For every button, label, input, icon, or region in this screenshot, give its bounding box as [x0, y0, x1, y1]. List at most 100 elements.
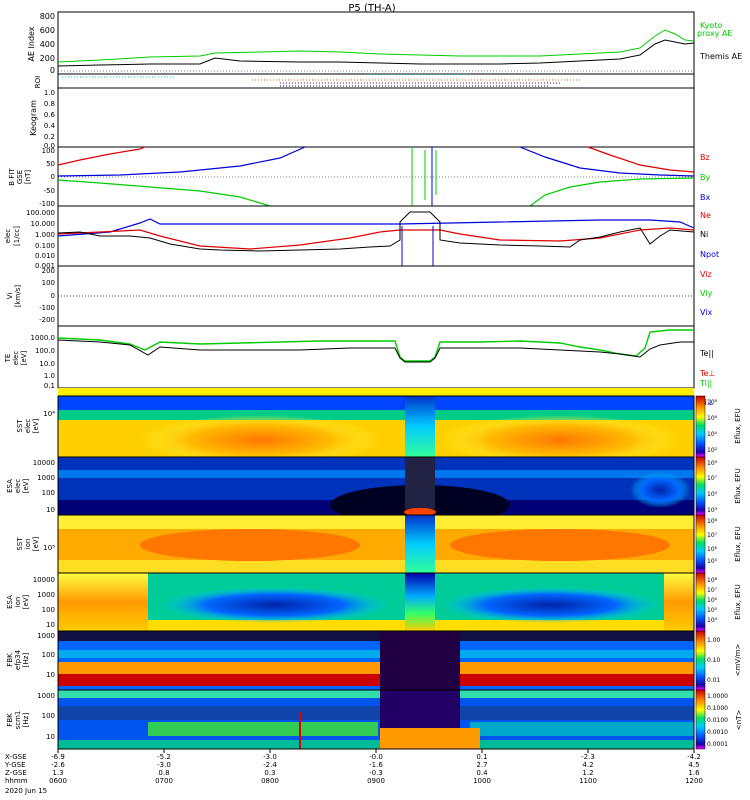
colorbar [695, 456, 706, 516]
cbar-label: Eflux, EFU [734, 526, 742, 561]
spec-esa-i-ylabel: ion [14, 597, 22, 608]
fbk-e-bottom [58, 674, 694, 686]
roi-ylabel: ROI [34, 76, 42, 88]
time-axis-tick-label: 0.8 [158, 769, 169, 777]
bfield-ylabel: GSE [16, 170, 24, 184]
fbk-e-tick: 10 [46, 671, 55, 679]
fbk-b-tick: 1000 [37, 692, 55, 700]
temp-tick-label: 10.0 [39, 360, 55, 368]
spec-esa-e-ylabel: elec [14, 479, 22, 494]
velocity-legend-vix: Vix [700, 308, 713, 317]
fbk-b-tick: 10 [46, 733, 55, 741]
time-axis-columns: -6.9-2.61.30600-5.2-3.00.80700-3.0-2.40.… [49, 749, 703, 785]
spec-sst-e-gap [405, 396, 435, 457]
time-axis-tick-label: 0.4 [476, 769, 488, 777]
bfield-legend-bz: Bz [700, 153, 710, 162]
spec-esa-e-tick: 10000 [33, 459, 55, 467]
spec-esa-e-tick: 1000 [37, 474, 55, 482]
spec-esa-e-blob [630, 472, 690, 508]
cbar-tick: 10⁷ [707, 587, 718, 594]
fbk-b-mid [58, 706, 694, 720]
spec-esa-i-panel: ESA ion [eV] 10000 1000 100 10 [6, 572, 695, 632]
keogram-tick-label: 0.2 [44, 133, 55, 141]
spec-esa-i-ylabel: ESA [6, 595, 14, 609]
fbk-e-ylabel: efp34 [14, 649, 22, 670]
density-legend-npot: Npot [700, 250, 719, 259]
spec-esa-i-tick: 1000 [37, 591, 55, 599]
cbar-tick: 10⁶ [707, 546, 718, 553]
cbar-tick: 10⁸ [707, 577, 718, 584]
fbk-b-lower [148, 722, 378, 736]
spec-esa-e-ticks: 10000 1000 100 10 [33, 459, 55, 514]
bfield-bz-line [57, 146, 146, 166]
velocity-tick-label: 100 [42, 279, 55, 287]
spec-esa-i-blue [160, 587, 390, 623]
bfield-by-line [57, 179, 271, 207]
colorbar-ticks-2: 10⁹ 10⁷ 10⁵ 10³ Eflux, EFU [707, 460, 742, 514]
spec-esa-i-ticks: 10000 1000 100 10 [33, 576, 55, 629]
spec-esa-i-bottom [58, 620, 694, 631]
spec-sst-i-top [58, 515, 694, 529]
fbk-b-ylabel: [Hz] [22, 713, 30, 728]
bfield-by-line [529, 177, 695, 207]
cbar-tick: 0.1000 [707, 705, 728, 712]
density-ne-line [57, 227, 695, 250]
spec-esa-i-gap [405, 573, 435, 631]
density-frame [57, 205, 695, 267]
spec-sst-i-gap [405, 515, 435, 573]
bfield-bx-line [519, 146, 695, 177]
temp-tick-label: 1000.0 [31, 334, 56, 342]
time-axis-tick-label: 1100 [579, 777, 597, 785]
cbar-tick: 10⁵ [707, 558, 718, 565]
time-axis-tick-label: -4.2 [687, 753, 701, 761]
figure-title: P5 (TH-A) [348, 3, 395, 14]
bfield-tick-label: 100 [42, 147, 55, 155]
spec-sst-e-blob [140, 415, 380, 465]
bfield-legend-by: By [700, 173, 710, 182]
roi-panel: ROI [34, 73, 695, 89]
cbar-tick: 10³ [707, 507, 718, 514]
cbar-tick: 1.00 [707, 637, 721, 644]
density-ticks: 100.000 10.000 1.000 0.100 0.010 0.001 [26, 209, 55, 270]
colorbar-ticks-6: 1.0000 0.1000 0.0100 0.0010 0.0001 <nT> [707, 693, 743, 748]
cbar-tick: 1.0000 [707, 693, 728, 700]
cbar-label: <mV/m> [734, 644, 742, 677]
density-ni-line [57, 211, 695, 252]
temp-tick-label: 0.1 [44, 382, 55, 390]
bfield-tick-label: 50 [46, 160, 55, 168]
bfield-tick-label: -100 [39, 200, 55, 208]
fbk-b-ticks: 1000 100 10 [37, 692, 55, 741]
spec-esa-e-ylabel: ESA [6, 479, 14, 493]
time-axis-tick-label: -6.9 [51, 753, 65, 761]
time-axis-tick-label: -5.2 [157, 753, 171, 761]
ae-legend-proxy: proxy AE [697, 29, 732, 38]
time-axis-row-label: hhmm [5, 777, 28, 785]
ae-legend-kyoto: Kyoto [700, 21, 722, 30]
spec-esa-i-tick: 10 [46, 621, 55, 629]
colorbar-ticks-5: 1.00 0.10 0.01 <mV/m> [707, 637, 742, 684]
density-ylabel: [1/cc] [13, 226, 21, 246]
cbar-tick: 10⁷ [707, 475, 718, 482]
keogram-ticks: 1.0 0.8 0.6 0.4 0.2 0.0 [44, 89, 56, 150]
colorbar-ticks-1: 10⁸ 10⁶ 10⁴ 10² Eflux, EFU [707, 399, 742, 454]
velocity-ticks: 200 100 0 -100 -200 [39, 267, 55, 324]
spec-esa-i-right [664, 573, 694, 631]
temp-te-line [57, 339, 694, 363]
spec-sst-e-band [58, 410, 694, 420]
ae-panel: AE Index 800 600 400 200 0 Kyoto proxy A… [27, 11, 742, 75]
time-axis-tick-label: -0.0 [369, 753, 383, 761]
time-axis-row-label: Y-GSE [4, 761, 26, 769]
spec-sst-i-panel: SST ion [eV] 10⁵ [16, 514, 695, 574]
cbar-tick: 10⁴ [707, 617, 718, 624]
spec-esa-e-tick: 10 [46, 506, 55, 514]
cbar-tick: 10⁸ [707, 399, 718, 406]
spec-sst-e-ylabel: [eV] [32, 418, 40, 433]
fbk-b-bottom [58, 740, 694, 749]
bfield-ylabel: [nT] [24, 170, 32, 184]
density-ylabel: elec [4, 229, 12, 244]
fbk-b-panel: FBK scm1 [Hz] 1000 100 10 [6, 689, 695, 750]
bfield-bx-line [57, 146, 306, 177]
spec-sst-i-ylabel: SST [16, 537, 24, 551]
bfield-panel: B FIT GSE [nT] 100 50 0 -50 -100 Bz By B… [8, 146, 710, 208]
